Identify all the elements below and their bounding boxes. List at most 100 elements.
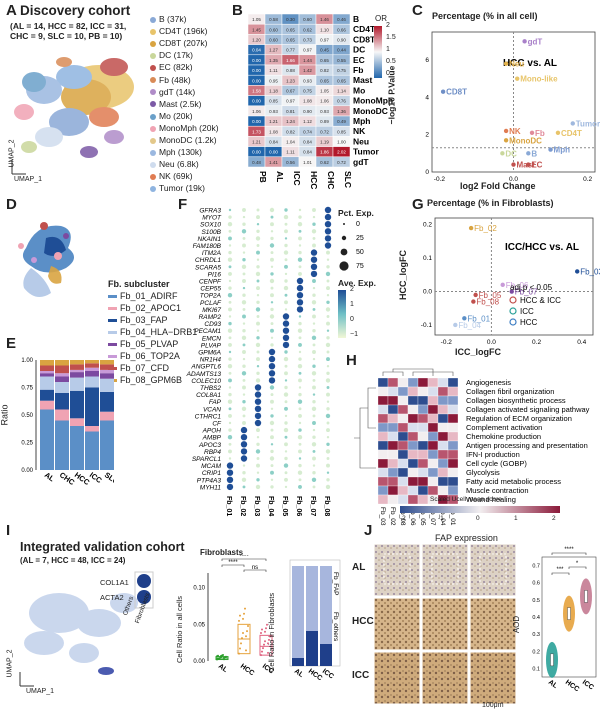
expression-dot [242, 236, 246, 240]
expression-dot [270, 230, 274, 233]
heatmap-value: 0.00 [252, 58, 261, 63]
expression-dot [325, 378, 331, 383]
heatmap-cell [427, 386, 439, 397]
gene-label: ANGPTL6 [190, 364, 221, 371]
data-point [575, 269, 580, 274]
x-tick: CHC [58, 470, 77, 487]
heatmap-cell [397, 431, 409, 442]
expression-dot [270, 215, 274, 219]
cluster-label: Fb_03 [379, 507, 386, 526]
heatmap-value: 1.23 [286, 78, 295, 83]
heatmap-col-label: SLC [343, 171, 353, 188]
expression-dot [325, 413, 331, 419]
expression-dot [256, 265, 260, 269]
heatmap-value: 0.90 [337, 38, 346, 43]
data-point [570, 121, 575, 126]
heatmap-value: 0.84 [303, 140, 312, 145]
gene-label: RBP4 [204, 449, 221, 456]
expression-dot [326, 265, 330, 269]
gene-label: APOC3 [198, 442, 221, 449]
heatmap-cell [377, 422, 389, 433]
expression-dot [312, 449, 316, 453]
heatmap-value: 1.73 [252, 129, 261, 134]
bar-segment [70, 369, 84, 373]
panel-a-umap1-label: UMAP_1 [14, 176, 43, 183]
heatmap-cell [437, 476, 449, 487]
x-tick: HCC [239, 663, 255, 677]
expression-dot [228, 315, 232, 318]
expression-dot [227, 293, 233, 298]
heatmap-cell [447, 386, 459, 397]
heatmap-col-label: CHC [326, 171, 336, 189]
gene-label: PI16 [208, 271, 222, 278]
heatmap-cell [397, 449, 409, 460]
size-legend-tick: 50 [356, 249, 364, 256]
gene-label: SOX10 [200, 222, 221, 229]
ihc-image [421, 651, 469, 705]
heatmap-cell [417, 467, 429, 478]
expression-dot [312, 293, 316, 297]
bar-segment [85, 367, 99, 371]
expression-dot [270, 435, 274, 440]
legend-marker [509, 318, 517, 326]
heatmap-cell [377, 386, 389, 397]
expression-dot [312, 314, 316, 319]
expression-dot [242, 293, 246, 297]
x-tick: SLC [103, 470, 114, 486]
sig-label: *** [556, 567, 564, 573]
bar-fap [306, 631, 318, 666]
bar-segment [70, 364, 84, 370]
point-label: Fb_04 [458, 321, 481, 330]
expression-dot [284, 293, 288, 297]
legend-label: Mast (2.5k) [159, 98, 202, 109]
point-label: Neu [509, 60, 524, 69]
panel-label-g: G [412, 196, 424, 213]
legend-label: MonoMph (20k) [159, 122, 219, 133]
colorbar-tick: 0.5 [386, 58, 396, 65]
sig-label: **** [228, 560, 238, 566]
expression-dot [312, 243, 316, 248]
size-legend-tick: 0 [356, 221, 360, 228]
legend-dot [150, 16, 156, 23]
jitter-point [238, 619, 240, 622]
expression-dot [312, 464, 316, 467]
jitter-point [239, 614, 241, 617]
expression-dot [242, 421, 246, 425]
expression-dot [256, 442, 260, 446]
legend-label: Fb_01_ADIRF [120, 291, 178, 301]
panel-g-title: Percentage (% in Fibroblasts) [427, 198, 554, 208]
box [550, 653, 554, 667]
expression-dot [326, 286, 330, 291]
bar-others [292, 566, 304, 658]
jitter-point [225, 655, 227, 658]
bar-segment [100, 369, 114, 374]
panel-j-ylabel: AOD [512, 615, 522, 634]
expression-dot [298, 244, 302, 247]
expression-dot [298, 484, 302, 489]
legend-label: CD4T (196k) [159, 26, 208, 37]
expression-dot [324, 235, 332, 242]
heatmap-value: 2.02 [337, 150, 346, 155]
expression-dot [284, 350, 288, 354]
heatmap-cell [387, 413, 399, 424]
expression-dot [284, 379, 288, 382]
expression-dot [326, 400, 330, 403]
jitter-point [222, 654, 224, 657]
point-label: MonoDC [509, 136, 542, 145]
bar-segment [40, 389, 54, 401]
expression-dot [254, 419, 262, 427]
heatmap-cell [397, 458, 409, 469]
gene-label: GFRA3 [199, 208, 221, 215]
legend-label: Tumor (19k) [159, 183, 205, 194]
expression-dot [312, 428, 316, 432]
panel-i-dot-legend [134, 571, 154, 609]
heatmap-row-label: gdT [353, 157, 369, 167]
heatmap-cell [447, 422, 459, 433]
legend-label: Mo (20k) [159, 110, 193, 121]
expression-dot [284, 364, 288, 368]
bar-segment [100, 378, 114, 392]
heatmap-cell [397, 422, 409, 433]
size-legend-tick: 25 [356, 235, 364, 242]
heatmap-value: 0.75 [337, 68, 346, 73]
expression-dot [255, 342, 261, 348]
